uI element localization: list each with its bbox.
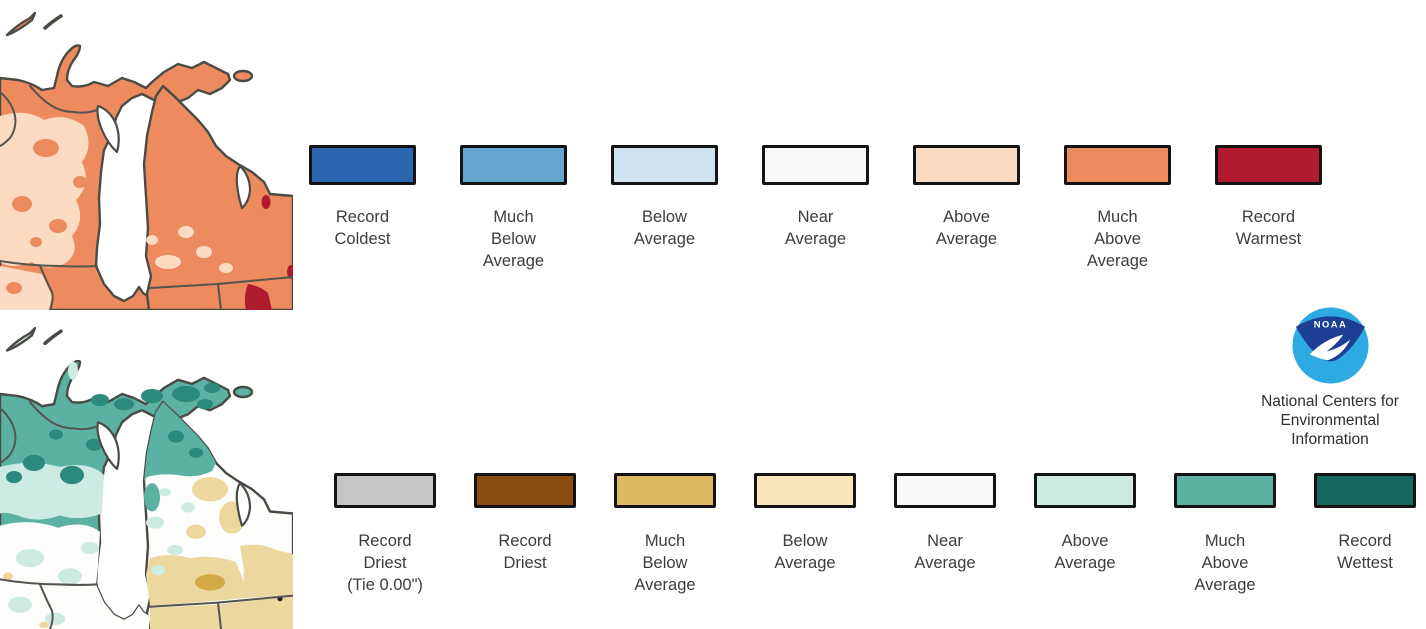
legend-item-below-average: Below Average — [752, 473, 858, 596]
precipitation-anomaly-map — [0, 315, 293, 629]
legend-swatch — [1034, 473, 1136, 508]
noaa-branding: NOAA National Centers for Environmental … — [1248, 306, 1412, 449]
noaa-caption: National Centers for Environmental Infor… — [1261, 393, 1399, 448]
legend-item-much-above-average: Much Above Average — [1172, 473, 1278, 596]
legend-label: Below Average — [774, 532, 836, 572]
legend-label: Above Average — [935, 208, 998, 248]
legend-swatch — [1314, 473, 1416, 508]
temp-state-borders — [0, 85, 293, 310]
legend-swatch — [762, 145, 869, 185]
legend-label: Much Below Average — [634, 532, 696, 594]
legend-item-record-coldest: Record Coldest — [306, 145, 419, 272]
legend-label: Below Average — [633, 208, 696, 248]
noaa-logo-text: NOAA — [1313, 320, 1347, 330]
legend-item-much-below-average: Much Below Average — [457, 145, 570, 272]
precipitation-legend: Record Driest (Tie 0.00") Record Driest … — [332, 473, 1418, 596]
legend-swatch — [334, 473, 436, 508]
temperature-legend: Record Coldest Much Below Average Below … — [306, 145, 1325, 272]
legend-item-above-average: Above Average — [910, 145, 1023, 272]
legend-label: Record Driest (Tie 0.00") — [347, 532, 423, 594]
legend-swatch — [1174, 473, 1276, 508]
legend-swatch — [754, 473, 856, 508]
legend-label: Much Above Average — [1194, 532, 1256, 594]
precip-state-borders — [0, 401, 293, 629]
legend-swatch — [1215, 145, 1322, 185]
legend-swatch — [894, 473, 996, 508]
legend-swatch — [309, 145, 416, 185]
legend-label: Much Below Average — [482, 208, 545, 270]
temp-anomaly-patches — [0, 112, 293, 310]
legend-swatch — [460, 145, 567, 185]
legend-label: Record Warmest — [1235, 208, 1302, 248]
legend-item-much-below-average: Much Below Average — [612, 473, 718, 596]
legend-label: Record Wettest — [1337, 532, 1393, 572]
legend-swatch — [614, 473, 716, 508]
noaa-logo-icon: NOAA — [1291, 307, 1369, 384]
legend-item-record-driest: Record Driest — [472, 473, 578, 596]
legend-item-record-warmest: Record Warmest — [1212, 145, 1325, 272]
legend-label: Above Average — [1054, 532, 1116, 572]
legend-swatch — [474, 473, 576, 508]
legend-label: Record Coldest — [334, 208, 391, 248]
temperature-anomaly-map — [0, 0, 293, 310]
legend-item-much-above-average: Much Above Average — [1061, 145, 1174, 272]
legend-label: Near Average — [784, 208, 847, 248]
precip-anomaly-patches — [0, 361, 293, 629]
legend-swatch — [1064, 145, 1171, 185]
legend-item-record-wettest: Record Wettest — [1312, 473, 1418, 596]
legend-swatch — [611, 145, 718, 185]
legend-item-below-average: Below Average — [608, 145, 721, 272]
legend-item-near-average: Near Average — [892, 473, 998, 596]
legend-item-near-average: Near Average — [759, 145, 872, 272]
legend-label: Much Above Average — [1086, 208, 1149, 270]
legend-item-above-average: Above Average — [1032, 473, 1138, 596]
legend-item-record-driest-tie: Record Driest (Tie 0.00") — [332, 473, 438, 596]
precip-lakes — [96, 421, 252, 527]
legend-label: Record Driest — [498, 532, 552, 572]
legend-swatch — [913, 145, 1020, 185]
legend-label: Near Average — [914, 532, 976, 572]
temp-lakes — [96, 104, 252, 210]
